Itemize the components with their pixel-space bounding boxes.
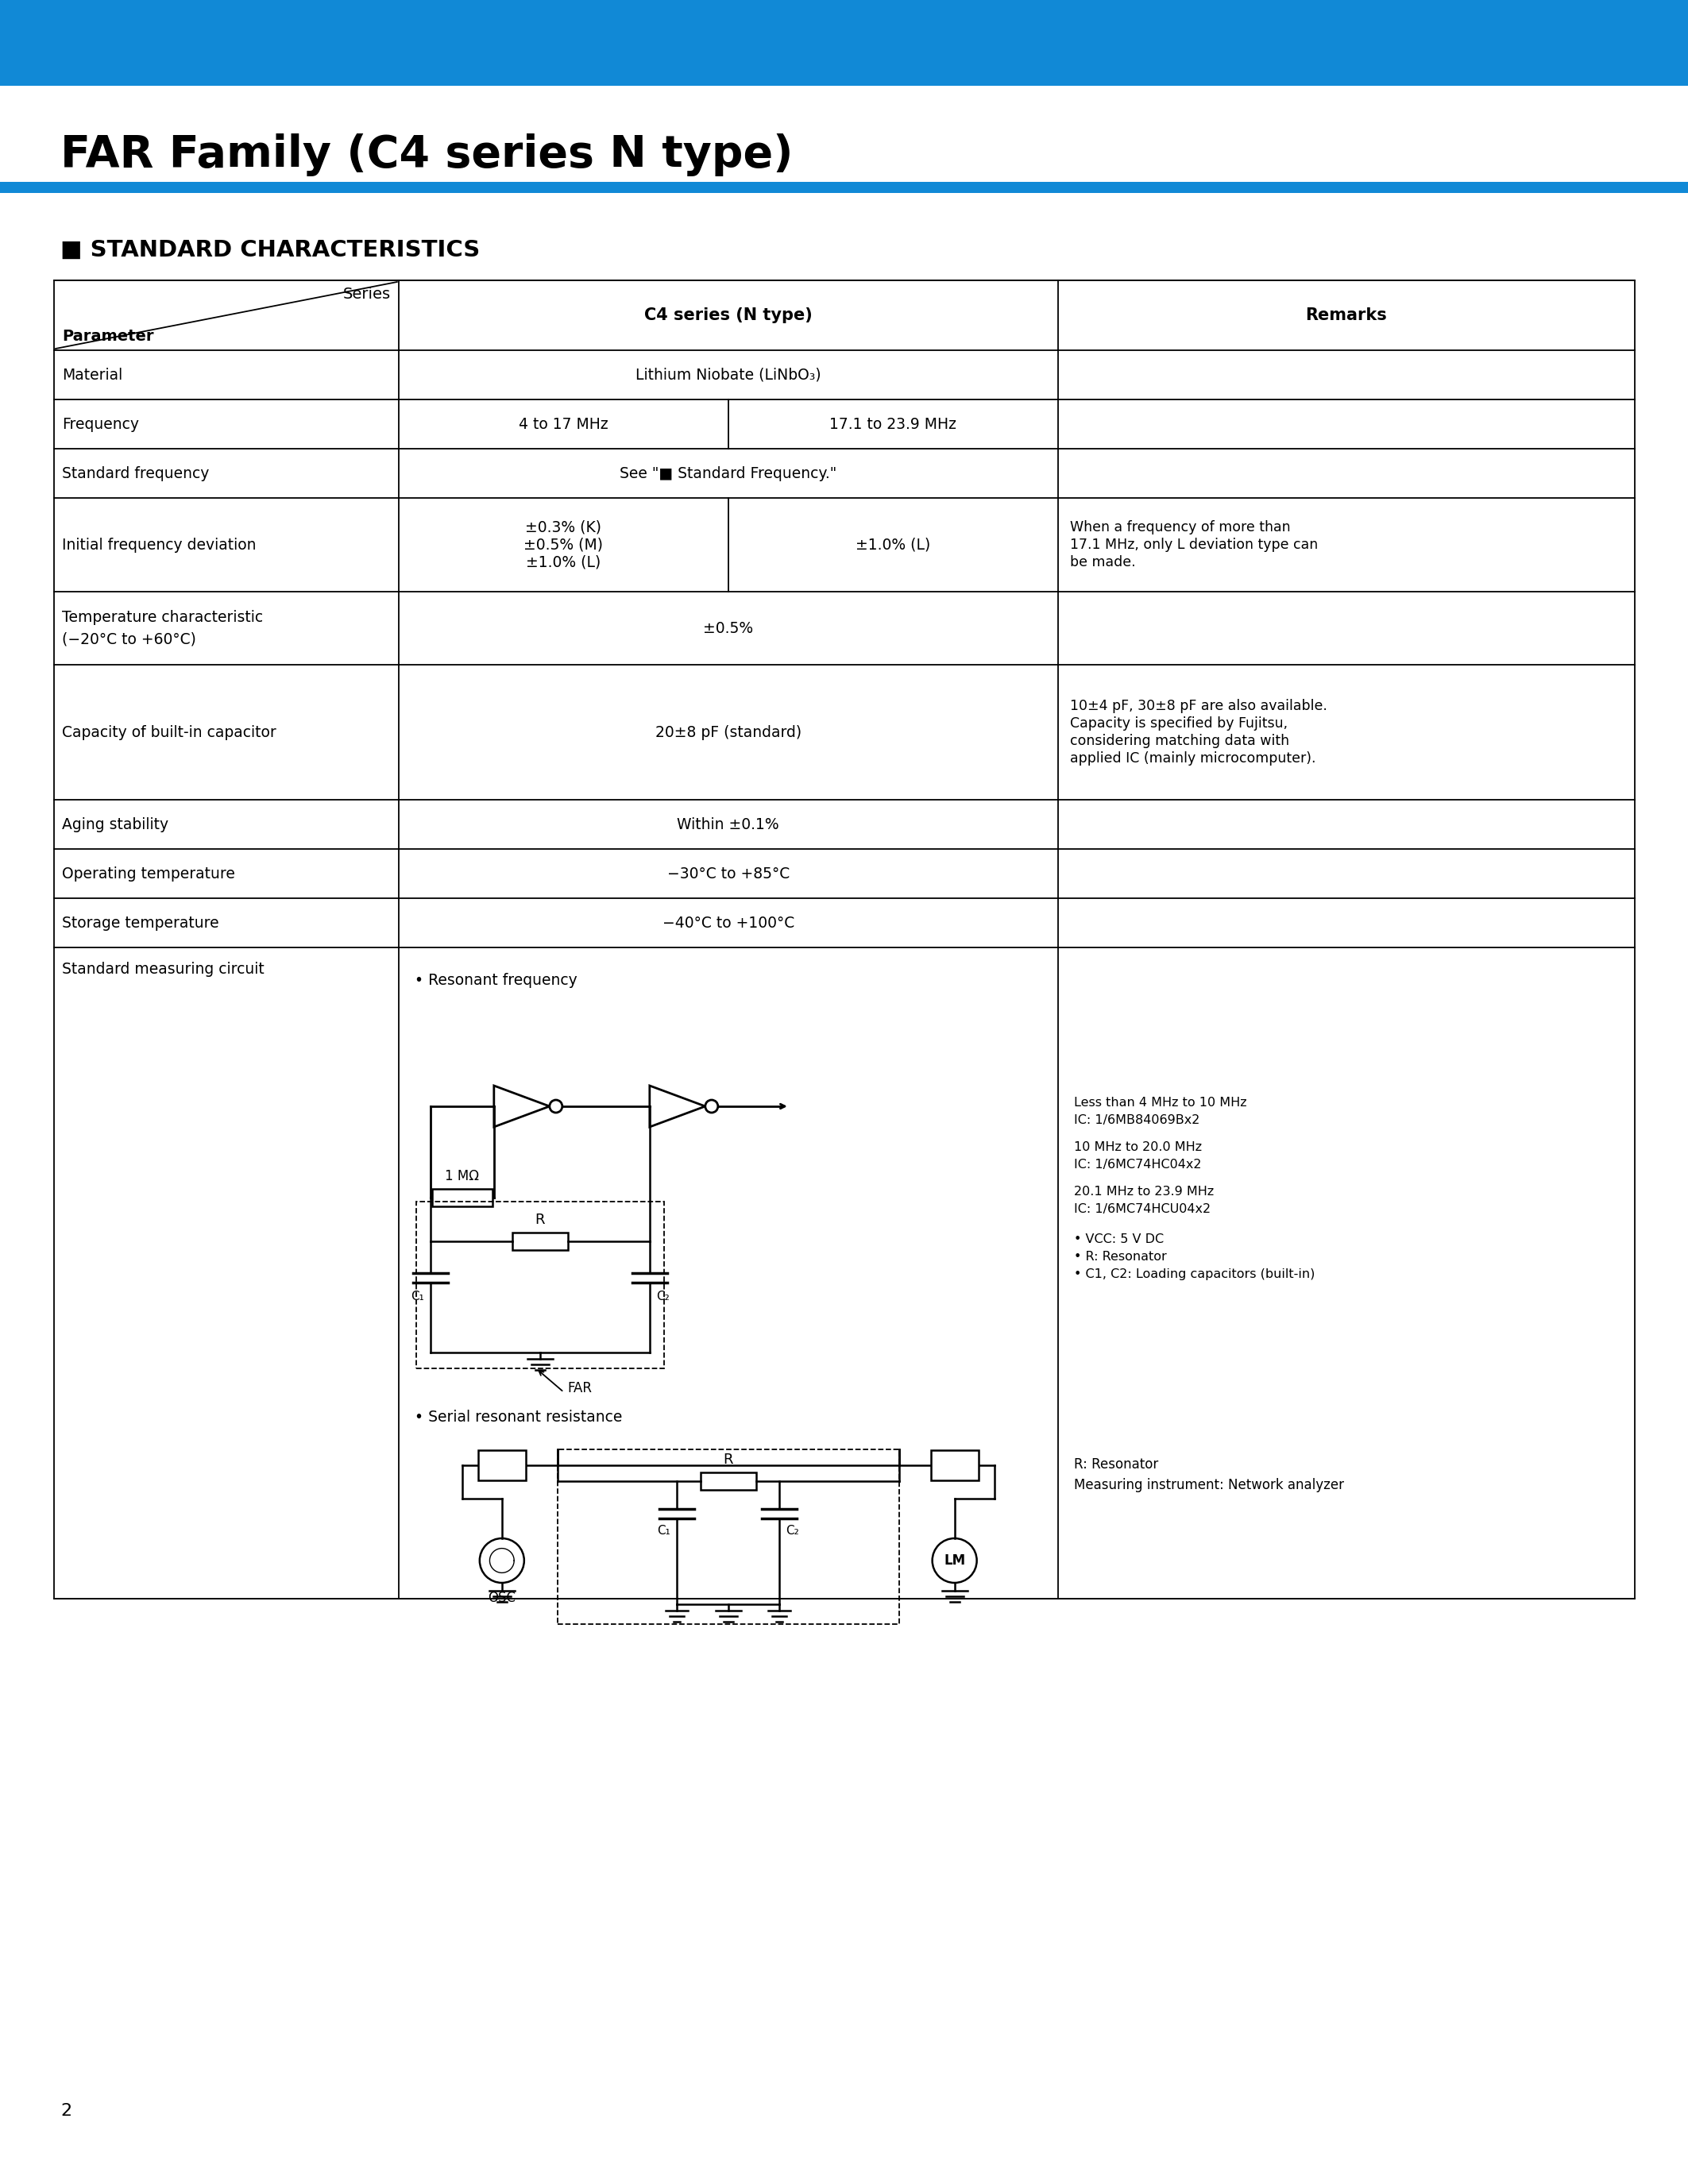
Text: ±1.0% (L): ±1.0% (L) (527, 555, 601, 570)
Text: See "■ Standard Frequency.": See "■ Standard Frequency." (619, 465, 837, 480)
Text: ±0.5%: ±0.5% (704, 620, 753, 636)
Text: IC: 1/6MB84069Bx2: IC: 1/6MB84069Bx2 (1074, 1114, 1200, 1127)
Text: R: R (722, 1452, 733, 1468)
Text: When a frequency of more than: When a frequency of more than (1070, 520, 1290, 535)
Text: 2: 2 (61, 2103, 71, 2118)
Text: Storage temperature: Storage temperature (62, 915, 219, 930)
Text: Operating temperature: Operating temperature (62, 867, 235, 880)
Text: 75 Ω: 75 Ω (486, 1459, 518, 1472)
Text: 75 Ω: 75 Ω (939, 1459, 971, 1472)
Text: Remarks: Remarks (1305, 308, 1388, 323)
Text: Series: Series (343, 286, 390, 301)
Text: IC: 1/6MC74HCU04x2: IC: 1/6MC74HCU04x2 (1074, 1203, 1210, 1214)
Text: −40°C to +100°C: −40°C to +100°C (662, 915, 795, 930)
Text: OSC: OSC (488, 1590, 517, 1605)
Text: • Resonant frequency: • Resonant frequency (415, 972, 577, 987)
Text: R: Resonator: R: Resonator (1074, 1457, 1158, 1472)
Text: Parameter: Parameter (62, 330, 154, 343)
Text: 20.1 MHz to 23.9 MHz: 20.1 MHz to 23.9 MHz (1074, 1186, 1214, 1197)
Text: Standard measuring circuit: Standard measuring circuit (62, 961, 265, 976)
Text: Less than 4 MHz to 10 MHz: Less than 4 MHz to 10 MHz (1074, 1096, 1246, 1109)
Text: applied IC (mainly microcomputer).: applied IC (mainly microcomputer). (1070, 751, 1315, 767)
Bar (557, 1450, 900, 1625)
Bar (511, 1232, 567, 1249)
Text: Initial frequency deviation: Initial frequency deviation (62, 537, 257, 553)
Text: C₂: C₂ (787, 1524, 798, 1538)
Text: • R: Resonator: • R: Resonator (1074, 1251, 1166, 1262)
Text: C₂: C₂ (657, 1291, 670, 1302)
Text: ±0.3% (K): ±0.3% (K) (525, 520, 601, 535)
Text: Capacity of built-in capacitor: Capacity of built-in capacitor (62, 725, 277, 740)
Text: LM: LM (944, 1553, 966, 1568)
Text: 20±8 pF (standard): 20±8 pF (standard) (655, 725, 802, 740)
Text: ±1.0% (L): ±1.0% (L) (856, 537, 930, 553)
Text: Lithium Niobate (LiNbO₃): Lithium Niobate (LiNbO₃) (635, 367, 820, 382)
Text: FAR Family (C4 series N type): FAR Family (C4 series N type) (61, 133, 793, 177)
Text: FAR: FAR (567, 1380, 592, 1396)
Text: 4 to 17 MHz: 4 to 17 MHz (518, 417, 608, 432)
Bar (701, 1472, 756, 1489)
Text: Within ±0.1%: Within ±0.1% (677, 817, 780, 832)
Text: • Serial resonant resistance: • Serial resonant resistance (415, 1409, 623, 1424)
Text: Temperature characteristic: Temperature characteristic (62, 609, 263, 625)
Text: ■ STANDARD CHARACTERISTICS: ■ STANDARD CHARACTERISTICS (61, 238, 479, 262)
Bar (930, 1450, 979, 1481)
Text: IC: 1/6MC74HC04x2: IC: 1/6MC74HC04x2 (1074, 1160, 1202, 1171)
Text: C₁: C₁ (410, 1291, 424, 1302)
Bar (478, 1450, 525, 1481)
Text: Aging stability: Aging stability (62, 817, 169, 832)
Text: 10 MHz to 20.0 MHz: 10 MHz to 20.0 MHz (1074, 1142, 1202, 1153)
Text: −30°C to +85°C: −30°C to +85°C (667, 867, 790, 880)
Text: ±0.5% (M): ±0.5% (M) (523, 537, 603, 553)
Text: be made.: be made. (1070, 555, 1136, 570)
Text: (−20°C to +60°C): (−20°C to +60°C) (62, 631, 196, 646)
Text: 1 MΩ: 1 MΩ (446, 1168, 479, 1184)
Text: R: R (535, 1212, 545, 1227)
Text: Frequency: Frequency (62, 417, 138, 432)
Text: Capacity is specified by Fujitsu,: Capacity is specified by Fujitsu, (1070, 716, 1288, 732)
Text: Measuring instrument: Network analyzer: Measuring instrument: Network analyzer (1074, 1479, 1344, 1492)
Bar (432, 1188, 493, 1206)
Bar (54, 280, 1634, 1599)
Text: considering matching data with: considering matching data with (1070, 734, 1290, 749)
Text: • C1, C2: Loading capacitors (built-in): • C1, C2: Loading capacitors (built-in) (1074, 1269, 1315, 1280)
Text: 17.1 to 23.9 MHz: 17.1 to 23.9 MHz (829, 417, 957, 432)
Text: • VCC: 5 V DC: • VCC: 5 V DC (1074, 1234, 1163, 1245)
Text: C4 series (N type): C4 series (N type) (645, 308, 812, 323)
Bar (0, 181, 1688, 192)
Text: Standard frequency: Standard frequency (62, 465, 209, 480)
Text: Material: Material (62, 367, 123, 382)
Bar (0, 0, 1688, 85)
Bar (417, 1201, 663, 1369)
Text: 17.1 MHz, only L deviation type can: 17.1 MHz, only L deviation type can (1070, 537, 1318, 553)
Text: 10±4 pF, 30±8 pF are also available.: 10±4 pF, 30±8 pF are also available. (1070, 699, 1327, 714)
Text: C₁: C₁ (657, 1524, 670, 1538)
